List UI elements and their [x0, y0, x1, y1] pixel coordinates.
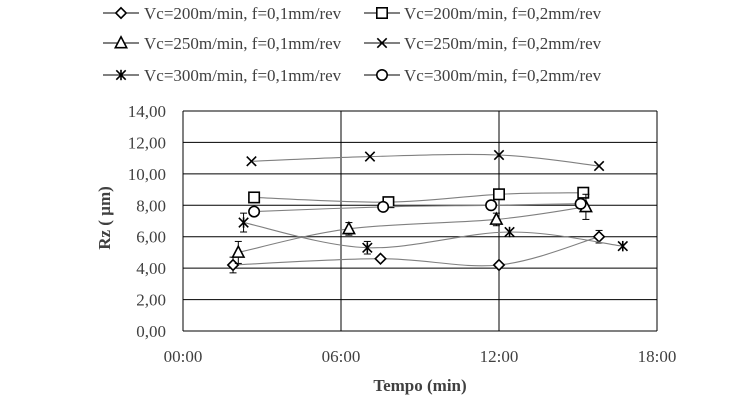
legend-entry: Vc=300m/min, f=0,2mm/rev [364, 66, 602, 85]
y-tick-label: 4,00 [136, 259, 166, 278]
triangle-marker [341, 220, 356, 235]
diamond-marker [492, 258, 506, 272]
legend-entry: Vc=200m/min, f=0,2mm/rev [364, 4, 602, 23]
legend-label: Vc=250m/min, f=0,1mm/rev [144, 34, 342, 53]
circle-marker [377, 200, 390, 213]
x-axis-ticks: 00:00 06:00 12:00 18:00 [164, 347, 677, 366]
legend: Vc=200m/min, f=0,1mm/rev Vc=200m/min, f=0… [103, 4, 602, 85]
legend-label: Vc=300m/min, f=0,2mm/rev [404, 66, 602, 85]
y-tick-label: 6,00 [136, 228, 166, 247]
legend-triangle-icon [113, 35, 129, 49]
x-tick-label: 12:00 [480, 347, 519, 366]
legend-label: Vc=200m/min, f=0,1mm/rev [144, 4, 342, 23]
y-tick-label: 12,00 [128, 133, 166, 152]
legend-circle-icon [375, 69, 388, 82]
star-marker [362, 242, 373, 253]
x-tick-label: 18:00 [638, 347, 677, 366]
y-tick-label: 10,00 [128, 165, 166, 184]
series-line [238, 206, 586, 253]
legend-entry: Vc=300m/min, f=0,1mm/rev [103, 66, 342, 85]
series-line [254, 203, 581, 213]
square-marker [248, 191, 261, 204]
x-tick-label: 06:00 [322, 347, 361, 366]
plot-series [226, 149, 629, 274]
legend-entry: Vc=200m/min, f=0,1mm/rev [103, 4, 342, 23]
star-marker [504, 226, 515, 238]
y-tick-label: 8,00 [136, 196, 166, 215]
series-x [246, 149, 605, 172]
legend-label: Vc=200m/min, f=0,2mm/rev [404, 4, 602, 23]
star-marker [238, 217, 249, 228]
x-marker [493, 149, 505, 161]
legend-square-icon [375, 7, 388, 19]
y-tick-label: 14,00 [128, 102, 166, 121]
triangle-marker [231, 244, 246, 258]
y-axis-label: Rz ( µm) [95, 186, 114, 250]
y-tick-label: 0,00 [136, 322, 166, 341]
legend-entry: Vc=250m/min, f=0,1mm/rev [103, 34, 342, 53]
x-tick-label: 00:00 [164, 347, 203, 366]
series-star [238, 212, 629, 255]
y-tick-label: 2,00 [136, 291, 166, 310]
square-marker [577, 186, 590, 199]
x-marker [246, 156, 257, 167]
star-marker [617, 240, 629, 252]
series-line [243, 222, 623, 249]
circle-marker [248, 205, 261, 218]
y-axis-ticks: 0,00 2,00 4,00 6,00 8,00 10,00 12,00 14,00 [128, 102, 166, 341]
x-marker [593, 160, 605, 172]
square-marker [492, 188, 505, 201]
legend-star-icon [115, 69, 127, 81]
gridlines [182, 110, 658, 332]
legend-entry: Vc=250m/min, f=0,2mm/rev [364, 34, 602, 53]
legend-label: Vc=250m/min, f=0,2mm/rev [404, 34, 602, 53]
circle-marker [574, 197, 587, 210]
x-axis-label: Tempo (min) [373, 376, 466, 395]
legend-x-icon [376, 37, 388, 49]
diamond-marker [592, 230, 606, 244]
legend-label: Vc=300m/min, f=0,1mm/rev [144, 66, 342, 85]
x-marker [364, 151, 376, 162]
series-circle [248, 197, 587, 218]
series-diamond [226, 229, 606, 274]
diamond-marker [374, 252, 387, 266]
series-line [254, 192, 584, 203]
triangle-marker [489, 211, 504, 225]
series-line [251, 153, 600, 167]
legend-diamond-icon [114, 6, 128, 20]
circle-marker [485, 199, 498, 212]
series-line [233, 236, 600, 267]
